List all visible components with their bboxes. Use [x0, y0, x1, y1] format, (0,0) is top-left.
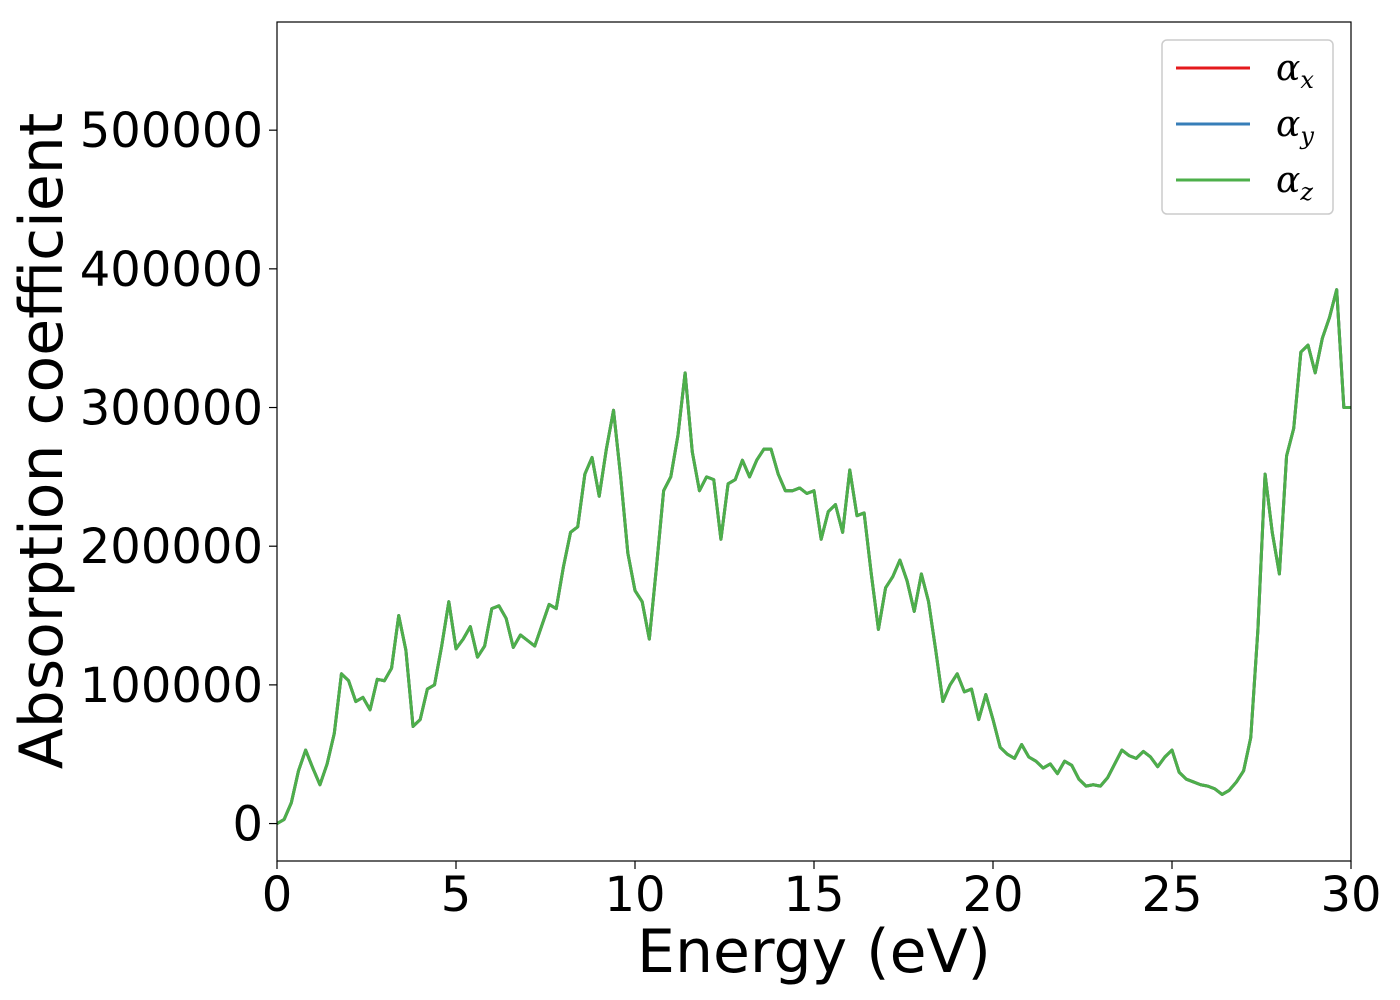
y-axis-label: Absorption coefficient: [7, 113, 77, 770]
legend: αx αy αz: [1161, 39, 1334, 215]
legend-label-x: αx: [1276, 48, 1314, 94]
x-tick-label: 5: [441, 867, 472, 923]
y-axis-ticks: 0 100000 200000 300000 400000 500000: [80, 103, 277, 853]
x-tick-label: 10: [604, 867, 665, 923]
legend-label-z: αz: [1276, 160, 1313, 206]
y-tick-label: 100000: [80, 658, 263, 714]
y-tick-label: 300000: [80, 381, 263, 437]
legend-label-y: αy: [1276, 104, 1314, 150]
x-tick-label: 0: [262, 867, 293, 923]
x-axis-ticks: 0 5 10 15 20 25 30: [262, 861, 1382, 923]
y-tick-label: 500000: [80, 103, 263, 159]
x-tick-label: 25: [1141, 867, 1202, 923]
x-tick-label: 15: [783, 867, 844, 923]
series-layer: [277, 288, 1351, 826]
y-tick-label: 0: [232, 797, 263, 853]
legend-frame: [1161, 39, 1334, 215]
y-tick-label: 200000: [80, 519, 263, 575]
series-line-z: [277, 288, 1351, 826]
y-tick-label: 400000: [80, 242, 263, 298]
x-tick-label: 30: [1320, 867, 1381, 923]
x-axis-label: Energy (eV): [637, 917, 991, 987]
x-tick-label: 20: [962, 867, 1023, 923]
